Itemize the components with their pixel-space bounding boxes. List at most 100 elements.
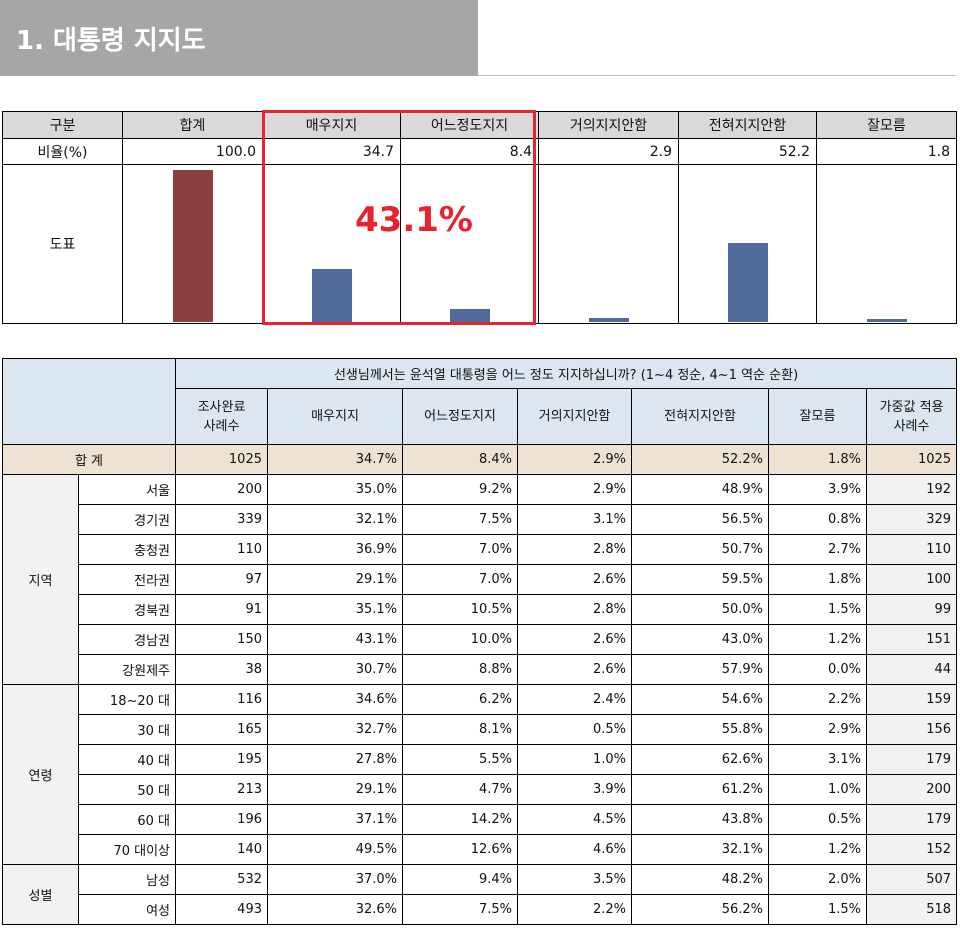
title-bar: 1. 대통령 지지도: [0, 0, 478, 76]
group-label: 연령: [2, 684, 79, 865]
total-label: 합 계: [2, 444, 176, 475]
total-value: 1025: [175, 444, 268, 475]
question-cell: 선생님께서는 윤석열 대통령을 어느 정도 지지하십니까? (1~4 정순, 4…: [174, 358, 958, 389]
table-cell: 0.8%: [768, 504, 867, 535]
summary-header-cell: 잘모름: [816, 111, 957, 139]
table-cell: 0.5%: [517, 714, 632, 745]
table-cell: 4.5%: [517, 804, 632, 835]
title-divider: [478, 75, 956, 76]
table-cell: 518: [865, 894, 958, 925]
table-cell: 10.5%: [402, 594, 518, 625]
table-cell: 8.8%: [402, 654, 518, 685]
row-label: 남성: [78, 864, 176, 895]
summary-header-cell: 거의지지안함: [538, 111, 679, 139]
table-row: 60 대 196 37.1% 14.2% 4.5% 43.8% 0.5% 179: [3, 804, 958, 835]
table-cell: 150: [175, 624, 268, 655]
column-header: 어느정도지지: [402, 388, 518, 445]
table-cell: 100: [865, 564, 958, 595]
table-row: 여성 493 32.6% 7.5% 2.2% 56.2% 1.5% 518: [3, 894, 958, 925]
summary-table: 구분 합계 매우지지 어느정도지지 거의지지안함 전혀지지안함 잘모름 비율(%…: [2, 111, 957, 324]
table-cell: 7.0%: [402, 534, 518, 565]
row-label: 40 대: [78, 744, 176, 775]
table-cell: 44: [865, 654, 958, 685]
rate-value: 8.4: [400, 138, 539, 165]
rate-value: 1.8: [816, 138, 957, 165]
table-cell: 2.6%: [517, 624, 632, 655]
row-label: 60 대: [78, 804, 176, 835]
table-cell: 0.0%: [768, 654, 867, 685]
table-cell: 32.1%: [631, 834, 769, 865]
table-cell: 32.1%: [267, 504, 403, 535]
table-cell: 48.2%: [631, 864, 769, 895]
table-cell: 165: [175, 714, 268, 745]
table-row: 지역 서울 200 35.0% 9.2% 2.9% 48.9% 3.9% 192: [2, 474, 958, 685]
table-cell: 29.1%: [267, 774, 403, 805]
summary-header-cell: 합계: [122, 111, 263, 139]
table-cell: 156: [865, 714, 958, 745]
table-cell: 14.2%: [402, 804, 518, 835]
table-cell: 3.5%: [517, 864, 632, 895]
table-cell: 97: [175, 564, 268, 595]
table-cell: 2.8%: [517, 534, 632, 565]
question-row: 선생님께서는 윤석열 대통령을 어느 정도 지지하십니까? (1~4 정순, 4…: [2, 358, 958, 445]
table-cell: 2.6%: [517, 564, 632, 595]
table-cell: 4.6%: [517, 834, 632, 865]
table-row: 70 대이상 140 49.5% 12.6% 4.6% 32.1% 1.2% 152: [3, 834, 958, 865]
table-cell: 57.9%: [631, 654, 769, 685]
summary-header-cell: 전혀지지안함: [678, 111, 817, 139]
table-row: 경기권 339 32.1% 7.5% 3.1% 56.5% 0.8% 329: [3, 504, 958, 535]
table-row: 전라권 97 29.1% 7.0% 2.6% 59.5% 1.8% 100: [3, 564, 958, 595]
table-cell: 1.0%: [768, 774, 867, 805]
table-cell: 35.1%: [267, 594, 403, 625]
table-cell: 7.5%: [402, 504, 518, 535]
table-cell: 0.5%: [768, 804, 867, 835]
detail-table: 선생님께서는 윤석열 대통령을 어느 정도 지지하십니까? (1~4 정순, 4…: [2, 358, 958, 925]
table-cell: 2.9%: [768, 714, 867, 745]
table-cell: 159: [865, 684, 958, 715]
table-cell: 55.8%: [631, 714, 769, 745]
row-label: 경남권: [78, 624, 176, 655]
table-cell: 91: [175, 594, 268, 625]
table-cell: 1.2%: [768, 624, 867, 655]
table-cell: 3.9%: [768, 474, 867, 505]
chart-cell: [262, 164, 401, 324]
table-cell: 5.5%: [402, 744, 518, 775]
column-header: 잘모름: [768, 388, 867, 445]
chart-cell: [400, 164, 539, 324]
column-header: 거의지지안함: [517, 388, 632, 445]
table-cell: 27.8%: [267, 744, 403, 775]
summary-header-cell: 어느정도지지: [400, 111, 539, 139]
table-cell: 35.0%: [267, 474, 403, 505]
chart-cell: [538, 164, 679, 324]
table-cell: 1.0%: [517, 744, 632, 775]
table-cell: 99: [865, 594, 958, 625]
row-label: 여성: [78, 894, 176, 925]
rate-value: 34.7: [262, 138, 401, 165]
table-cell: 151: [865, 624, 958, 655]
table-row: 충청권 110 36.9% 7.0% 2.8% 50.7% 2.7% 110: [3, 534, 958, 565]
rate-label: 비율(%): [2, 138, 123, 165]
chart-bar: [449, 309, 490, 322]
table-cell: 2.6%: [517, 654, 632, 685]
table-cell: 7.5%: [402, 894, 518, 925]
table-cell: 34.6%: [267, 684, 403, 715]
table-cell: 43.1%: [267, 624, 403, 655]
table-cell: 2.9%: [517, 474, 632, 505]
table-row: 경북권 91 35.1% 10.5% 2.8% 50.0% 1.5% 99: [3, 594, 958, 625]
total-value: 8.4%: [402, 444, 518, 475]
table-cell: 32.6%: [267, 894, 403, 925]
total-value: 34.7%: [267, 444, 403, 475]
rate-value: 100.0: [122, 138, 263, 165]
column-header-sample: 조사완료 사례수: [175, 388, 268, 445]
table-cell: 7.0%: [402, 564, 518, 595]
total-value: 52.2%: [631, 444, 769, 475]
table-cell: 179: [865, 804, 958, 835]
table-cell: 56.5%: [631, 504, 769, 535]
chart-cell: [816, 164, 957, 324]
row-label: 전라권: [78, 564, 176, 595]
table-cell: 493: [175, 894, 268, 925]
table-cell: 38: [175, 654, 268, 685]
table-cell: 32.7%: [267, 714, 403, 745]
table-cell: 329: [865, 504, 958, 535]
group-label: 성별: [2, 864, 79, 925]
